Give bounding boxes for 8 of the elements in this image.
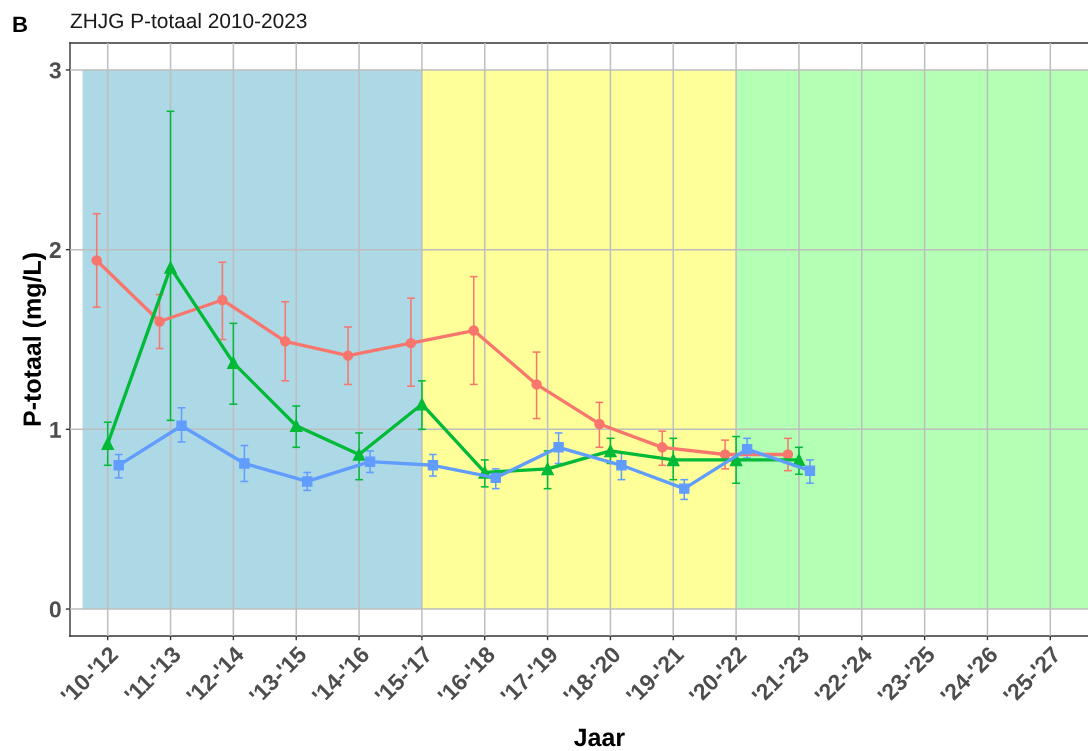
- chart-title: ZHJG P-totaal 2010-2023: [70, 12, 307, 29]
- y-tick-label: 2: [49, 241, 61, 258]
- y-tick-label: 3: [49, 62, 61, 79]
- y-axis-title: P-totaal (mg/L): [22, 253, 47, 426]
- x-axis-title: Jaar: [574, 728, 625, 747]
- text: B: [13, 16, 28, 32]
- y-tick-label: 0: [49, 601, 61, 618]
- y-tick-label: 1: [50, 421, 62, 438]
